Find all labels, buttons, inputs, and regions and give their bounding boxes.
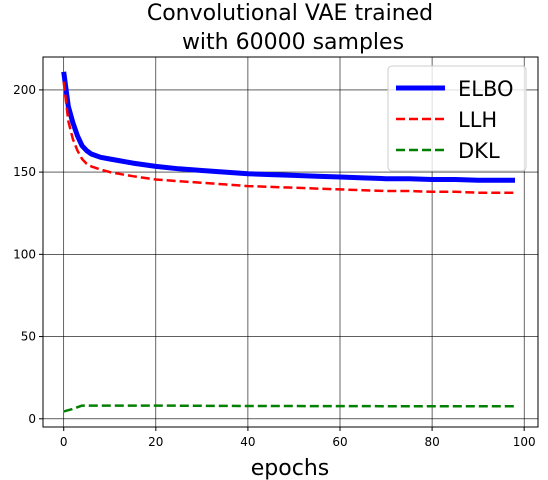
y-tick-label: 100 bbox=[13, 247, 36, 261]
chart-title: Convolutional VAE trained with 60000 sam… bbox=[147, 1, 433, 55]
legend-label-elbo: ELBO bbox=[458, 77, 514, 101]
plot-lines bbox=[61, 71, 515, 413]
legend: ELBO LLH DKL bbox=[387, 65, 527, 172]
legend-label-dkl: DKL bbox=[458, 139, 500, 163]
y-tick-label: 0 bbox=[28, 412, 36, 426]
chart-title-line-1: Convolutional VAE trained bbox=[147, 1, 433, 26]
series-line-dkl bbox=[63, 404, 515, 413]
chart-title-line-2: with 60000 samples bbox=[182, 30, 404, 55]
x-tick-label: 40 bbox=[240, 435, 255, 449]
x-tick-label: 80 bbox=[424, 435, 439, 449]
y-tick-label: 150 bbox=[13, 165, 36, 179]
series-line-elbo bbox=[61, 71, 515, 183]
legend-box bbox=[387, 65, 527, 172]
x-axis-label: epochs bbox=[251, 456, 329, 480]
plot-area-frame bbox=[42, 56, 539, 428]
y-tick-label: 200 bbox=[13, 83, 36, 97]
x-tick-label: 60 bbox=[332, 435, 347, 449]
axis-ticks: 0 20 40 60 80 100 0 50 100 150 200 bbox=[13, 83, 536, 449]
x-tick-label: 0 bbox=[60, 435, 68, 449]
x-tick-label: 20 bbox=[148, 435, 163, 449]
series-line-llh bbox=[62, 81, 515, 194]
x-tick-label: 100 bbox=[513, 435, 536, 449]
legend-label-llh: LLH bbox=[458, 108, 497, 132]
y-tick-label: 50 bbox=[21, 330, 36, 344]
